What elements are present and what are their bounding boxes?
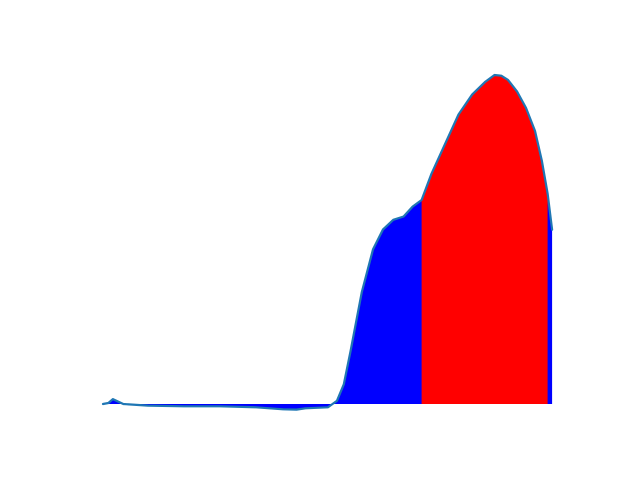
series-line	[101, 73, 554, 411]
area-fill-highlight	[421, 75, 548, 404]
plot-area	[101, 73, 554, 411]
